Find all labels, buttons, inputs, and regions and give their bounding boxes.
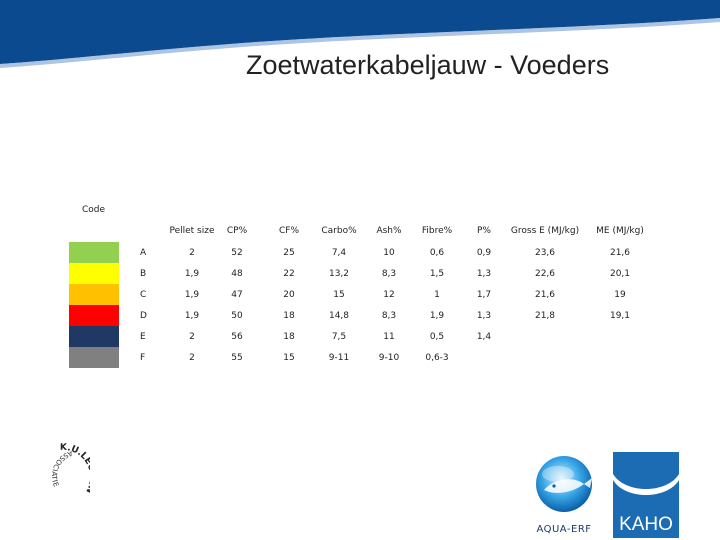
row-code: D: [140, 311, 147, 321]
row-code: F: [140, 353, 146, 363]
table-cell: 18: [283, 311, 295, 321]
table-cell: 14,8: [328, 311, 350, 321]
table-cell: 15: [333, 290, 345, 300]
kuleuven-association-logo: ASSOCIATIE K.U.LEUVEN: [50, 443, 90, 495]
table-cell: 22,6: [534, 269, 556, 279]
table-cell: 25: [283, 248, 295, 258]
table-cell: 56: [231, 332, 243, 342]
code-color-swatch: [69, 284, 119, 305]
svg-text:ASSOCIATIE: ASSOCIATIE: [50, 449, 74, 489]
svg-text:K.U.LEUVEN: K.U.LEUVEN: [60, 443, 90, 495]
column-header: Ash%: [376, 226, 402, 236]
kaho-text: KAHO: [619, 514, 673, 535]
table-cell: 2: [189, 248, 195, 258]
table-cell: 20: [283, 290, 295, 300]
table-cell: 8,3: [381, 269, 397, 279]
code-color-swatch: [69, 242, 119, 263]
slide-title: Zoetwaterkabeljauw - Voeders: [246, 50, 610, 80]
row-code: B: [140, 269, 147, 279]
code-color-swatch: [69, 263, 119, 284]
column-header: CP%: [226, 226, 248, 236]
table-cell: 9-10: [378, 353, 400, 363]
table-cell: 13,2: [328, 269, 350, 279]
aqua-erf-logo: AQUA-ERF: [524, 452, 604, 538]
table-cell: 0,6: [429, 248, 445, 258]
row-code: C: [140, 290, 147, 300]
table-cell: 10: [383, 248, 395, 258]
table-cell: 12: [383, 290, 395, 300]
table-cell: 1,9: [184, 269, 200, 279]
kaho-logo: KAHO: [613, 452, 679, 538]
code-color-swatch: [69, 326, 119, 347]
aqua-erf-text: AQUA-ERF: [536, 524, 591, 535]
table-cell: 9-11: [328, 353, 350, 363]
table-cell: 47: [231, 290, 243, 300]
table-cell: 20,1: [609, 269, 631, 279]
table-cell: 1,3: [476, 269, 492, 279]
table-cell: 1,4: [476, 332, 492, 342]
column-header: Fibre%: [421, 226, 453, 236]
table-cell: 0,5: [429, 332, 445, 342]
table-cell: 19: [614, 290, 626, 300]
table-cell: 1,9: [429, 311, 445, 321]
table-cell: 2: [189, 332, 195, 342]
table-cell: 50: [231, 311, 243, 321]
table-cell: 1,7: [476, 290, 492, 300]
code-color-swatch: [69, 347, 119, 368]
table-cell: 23,6: [534, 248, 556, 258]
column-header: P%: [477, 226, 491, 236]
table-cell: 1,9: [184, 290, 200, 300]
table-cell: 18: [283, 332, 295, 342]
code-color-swatch: [69, 305, 119, 326]
table-cell: 7,4: [331, 248, 347, 258]
table-cell: 8,3: [381, 311, 397, 321]
table-cell: 21,8: [534, 311, 556, 321]
row-code: A: [140, 248, 147, 258]
table-cell: 52: [231, 248, 243, 258]
header-swoosh: [0, 0, 720, 68]
table-cell: 21,6: [609, 248, 631, 258]
column-header: ME (MJ/kg): [596, 226, 644, 236]
table-cell: 19,1: [609, 311, 631, 321]
table-cell: 15: [283, 353, 295, 363]
table-cell: 1: [434, 290, 440, 300]
table-cell: 1,9: [184, 311, 200, 321]
table-cell: 1,5: [429, 269, 445, 279]
table-cell: 48: [231, 269, 243, 279]
table-cell: 22: [283, 269, 295, 279]
column-header: Pellet size: [169, 226, 215, 236]
column-header: Carbo%: [321, 226, 357, 236]
table-cell: 55: [231, 353, 243, 363]
table-cell: 11: [383, 332, 395, 342]
table-cell: 0,6-3: [425, 353, 449, 363]
row-code: E: [140, 332, 146, 342]
table-cell: 7,5: [331, 332, 347, 342]
table-cell: 0,9: [476, 248, 492, 258]
table-cell: 2: [189, 353, 195, 363]
column-header: Gross E (MJ/kg): [510, 226, 580, 236]
table-cell: 21,6: [534, 290, 556, 300]
column-header: CF%: [278, 226, 300, 236]
code-label: Code: [82, 205, 106, 215]
table-cell: 1,3: [476, 311, 492, 321]
